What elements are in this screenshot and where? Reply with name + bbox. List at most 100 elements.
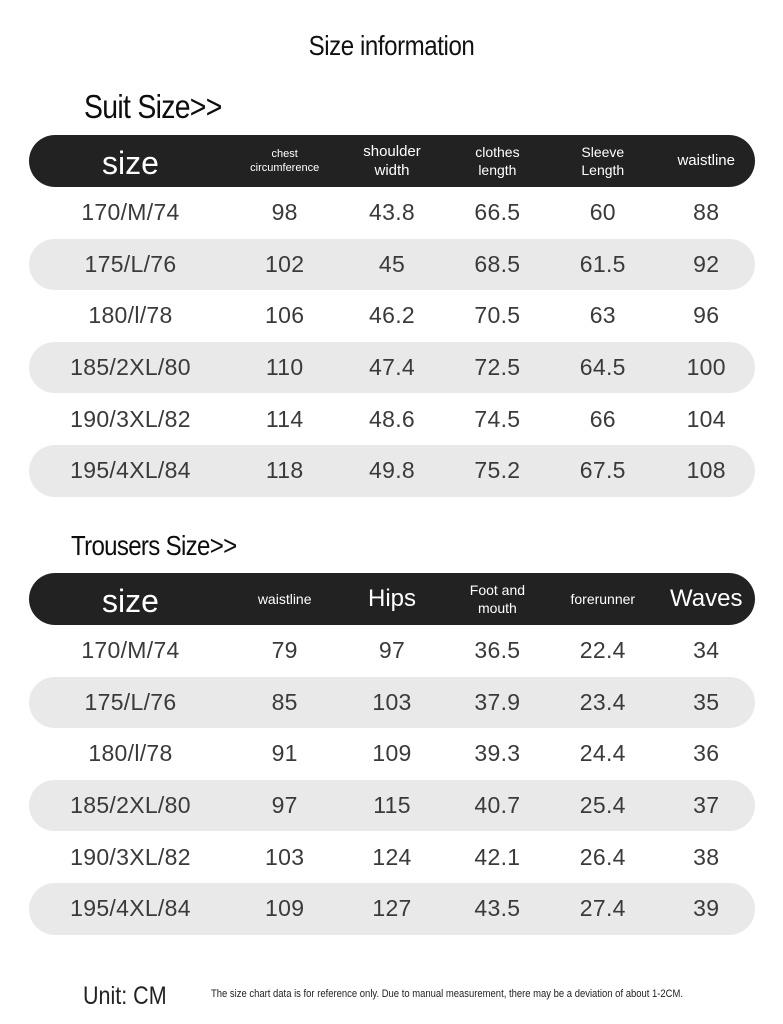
suit-header-waistline: waistline (677, 152, 735, 170)
measurement-cell: 25.4 (579, 792, 626, 819)
measurement-cell: 85 (271, 688, 298, 715)
suit-size-heading: Suit Size>> (84, 88, 222, 125)
table-row: 195/4XL/84 118 49.8 75.2 67.5 108 (29, 444, 755, 497)
trousers-header-forerunner: forerunner (570, 590, 636, 607)
suit-header-size: size (102, 145, 159, 182)
trousers-header-waves: Waves (669, 585, 743, 613)
size-cell: 180/l/78 (88, 302, 173, 329)
trousers-header-size: size (102, 583, 159, 620)
table-row: 170/M/74 98 43.8 66.5 60 88 (29, 187, 755, 239)
measurement-cell: 72.5 (474, 354, 521, 381)
measurement-cell: 34 (693, 637, 720, 664)
measurement-cell: 37 (693, 792, 720, 819)
measurement-cell: 98 (271, 199, 298, 226)
table-row: 175/L/76 85 103 37.9 23.4 35 (29, 676, 755, 729)
measurement-cell: 96 (693, 302, 720, 329)
measurement-cell: 124 (372, 843, 412, 870)
measurement-cell: 92 (693, 250, 720, 277)
size-cell: 185/2XL/80 (70, 354, 191, 381)
trousers-table-header: size waistline Hips Foot and mouth foreru… (29, 573, 755, 625)
table-row: 185/2XL/80 97 115 40.7 25.4 37 (29, 779, 755, 832)
suit-table-header: size chest circumference shoulder width cl… (29, 135, 755, 187)
measurement-cell: 108 (686, 457, 726, 484)
measurement-cell: 118 (265, 457, 304, 484)
measurement-cell: 79 (271, 637, 298, 664)
size-cell: 170/M/74 (81, 199, 180, 226)
suit-header-clothes-length: clothes length (475, 143, 520, 178)
measurement-cell: 88 (693, 199, 720, 226)
measurement-cell: 114 (265, 405, 304, 432)
measurement-cell: 104 (686, 405, 726, 432)
measurement-cell: 100 (686, 354, 726, 381)
measurement-cell: 46.2 (369, 302, 415, 329)
measurement-cell: 36.5 (474, 637, 521, 664)
measurement-cell: 27.4 (579, 895, 626, 922)
measurement-cell: 39 (693, 895, 720, 922)
table-row: 175/L/76 102 45 68.5 61.5 92 (29, 238, 755, 291)
table-row: 180/l/78 91 109 39.3 24.4 36 (29, 728, 755, 780)
measurement-cell: 26.4 (579, 843, 626, 870)
trousers-size-table: size waistline Hips Foot and mouth foreru… (29, 573, 755, 935)
measurement-cell: 97 (271, 792, 298, 819)
measurement-cell: 38 (693, 843, 720, 870)
size-cell: 195/4XL/84 (70, 457, 191, 484)
measurement-cell: 39.3 (474, 740, 521, 767)
size-cell: 195/4XL/84 (70, 895, 191, 922)
table-row: 185/2XL/80 110 47.4 72.5 64.5 100 (29, 341, 755, 394)
measurement-cell: 47.4 (369, 354, 415, 381)
trousers-table-body: 170/M/74 79 97 36.5 22.4 34 175/L/76 85 103 37.9 2… (29, 625, 755, 935)
measurement-cell: 45 (378, 250, 406, 277)
measurement-cell: 64.5 (579, 354, 626, 381)
suit-table-body: 170/M/74 98 43.8 66.5 60 88 175/L/76 102 45 68.5 6… (29, 187, 755, 497)
measurement-cell: 43.8 (369, 199, 415, 226)
measurement-cell: 24.4 (579, 740, 626, 767)
table-row: 190/3XL/82 103 124 42.1 26.4 38 (29, 831, 755, 883)
measurement-cell: 48.6 (369, 405, 415, 432)
size-cell: 180/l/78 (88, 740, 173, 767)
measurement-cell: 74.5 (474, 405, 521, 432)
measurement-cell: 49.8 (369, 457, 415, 484)
measurement-cell: 35 (693, 688, 720, 715)
measurement-cell: 91 (271, 740, 298, 767)
measurement-cell: 67.5 (579, 457, 626, 484)
size-cell: 170/M/74 (81, 637, 180, 664)
size-cell: 185/2XL/80 (70, 792, 191, 819)
measurement-cell: 102 (265, 250, 305, 277)
measurement-cell: 110 (265, 354, 304, 381)
measurement-cell: 60 (589, 199, 616, 226)
suit-header-shoulder: shoulder width (363, 142, 421, 180)
measurement-cell: 109 (372, 740, 412, 767)
measurement-cell: 23.4 (579, 688, 626, 715)
table-row: 195/4XL/84 109 127 43.5 27.4 39 (29, 882, 755, 935)
suit-header-sleeve-length: Sleeve Length (581, 143, 625, 178)
suit-header-chest: chest circumference (250, 147, 320, 174)
measurement-cell: 75.2 (474, 457, 521, 484)
measurement-cell: 61.5 (579, 250, 626, 277)
measurement-cell: 43.5 (474, 895, 521, 922)
size-cell: 175/L/76 (84, 688, 177, 715)
suit-size-table: size chest circumference shoulder width cl… (29, 135, 755, 497)
unit-label: Unit: CM (83, 982, 167, 1010)
page-title: Size information (308, 30, 475, 61)
measurement-cell: 22.4 (579, 637, 626, 664)
measurement-cell: 40.7 (474, 792, 521, 819)
table-row: 190/3XL/82 114 48.6 74.5 66 104 (29, 393, 755, 445)
size-cell: 190/3XL/82 (70, 843, 191, 870)
trousers-header-waistline: waistline (257, 590, 312, 607)
measurement-cell: 127 (372, 895, 412, 922)
size-cell: 175/L/76 (84, 250, 177, 277)
disclaimer-note: The size chart data is for reference onl… (211, 988, 684, 1000)
measurement-cell: 68.5 (474, 250, 521, 277)
measurement-cell: 103 (372, 688, 412, 715)
measurement-cell: 103 (265, 843, 305, 870)
measurement-cell: 66 (589, 405, 616, 432)
trousers-header-hips: Hips (368, 585, 417, 613)
measurement-cell: 70.5 (474, 302, 521, 329)
measurement-cell: 63 (589, 302, 616, 329)
measurement-cell: 37.9 (474, 688, 521, 715)
measurement-cell: 97 (378, 637, 406, 664)
measurement-cell: 42.1 (474, 843, 521, 870)
size-cell: 190/3XL/82 (70, 405, 191, 432)
trousers-header-foot-mouth: Foot and mouth (469, 581, 526, 616)
measurement-cell: 115 (373, 792, 411, 819)
